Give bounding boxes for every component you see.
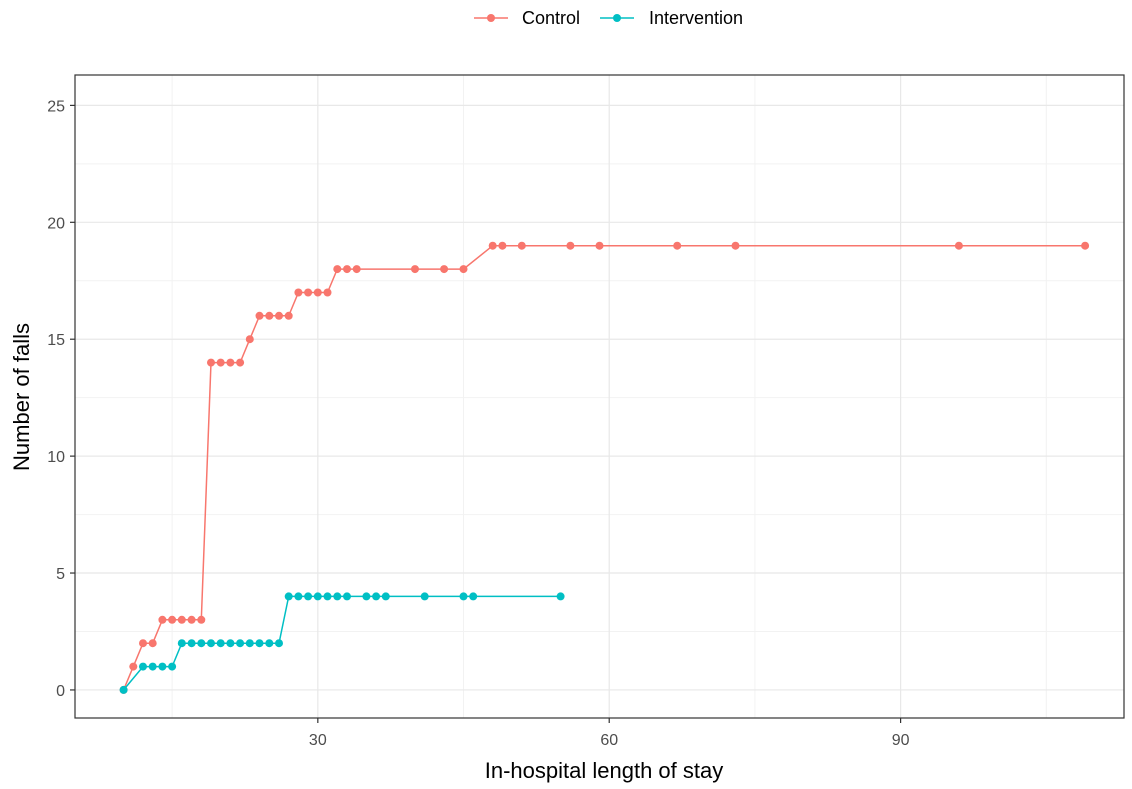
y-axis-title: Number of falls xyxy=(9,323,34,471)
data-point-control xyxy=(216,358,225,367)
data-point-intervention xyxy=(216,639,225,648)
data-point-intervention xyxy=(420,592,429,601)
data-point-intervention xyxy=(362,592,371,601)
data-point-control xyxy=(352,265,361,274)
data-point-intervention xyxy=(119,685,128,694)
data-point-intervention xyxy=(333,592,342,601)
data-point-control xyxy=(323,288,332,297)
x-tick-label: 60 xyxy=(600,732,618,749)
data-point-control xyxy=(187,615,196,624)
x-axis-title: In-hospital length of stay xyxy=(485,758,723,783)
data-point-intervention xyxy=(207,639,215,648)
data-point-control xyxy=(304,288,313,297)
data-point-control xyxy=(566,241,575,250)
legend-item-control: Control xyxy=(474,8,580,28)
data-point-control xyxy=(197,615,206,624)
data-point-control xyxy=(517,241,526,250)
data-point-control xyxy=(411,265,419,274)
y-tick-label: 20 xyxy=(47,215,65,232)
legend-key-control-point xyxy=(487,14,495,22)
data-point-intervention xyxy=(343,592,351,601)
data-point-intervention xyxy=(265,639,274,648)
data-point-control xyxy=(226,358,235,367)
data-point-control xyxy=(139,639,147,648)
data-point-intervention xyxy=(177,639,186,648)
data-point-control xyxy=(731,241,740,250)
x-axis: 30 60 90 xyxy=(309,718,910,749)
data-point-control xyxy=(313,288,322,297)
data-point-intervention xyxy=(469,592,478,601)
y-tick-label: 25 xyxy=(47,98,65,115)
data-point-intervention xyxy=(284,592,293,601)
data-point-control xyxy=(440,265,449,274)
data-point-intervention xyxy=(255,639,264,648)
y-tick-label: 15 xyxy=(47,332,65,349)
data-point-intervention xyxy=(294,592,303,601)
data-point-intervention xyxy=(158,662,167,671)
data-point-control xyxy=(343,265,351,274)
legend-item-intervention: Intervention xyxy=(600,8,743,28)
major-gridlines xyxy=(75,75,1124,718)
data-point-intervention xyxy=(187,639,196,648)
data-point-control xyxy=(207,358,215,367)
data-point-control xyxy=(177,615,186,624)
data-point-intervention xyxy=(275,639,283,648)
minor-gridlines xyxy=(75,75,1124,718)
x-tick-label: 30 xyxy=(309,732,327,749)
data-point-intervention xyxy=(556,592,565,601)
data-point-intervention xyxy=(236,639,245,648)
legend-key-intervention-point xyxy=(613,14,621,22)
y-tick-label: 0 xyxy=(56,683,65,700)
data-point-control xyxy=(595,241,604,250)
data-point-intervention xyxy=(197,639,206,648)
legend: Control Intervention xyxy=(474,8,743,28)
series-control xyxy=(119,241,1090,694)
data-point-control xyxy=(245,335,254,344)
data-point-intervention xyxy=(459,592,468,601)
data-point-control xyxy=(129,662,138,671)
data-point-control xyxy=(673,241,682,250)
data-point-intervention xyxy=(226,639,235,648)
data-point-intervention xyxy=(168,662,177,671)
data-point-intervention xyxy=(304,592,313,601)
data-point-control xyxy=(294,288,303,297)
data-point-control xyxy=(488,241,497,250)
data-point-control xyxy=(333,265,342,274)
plot-area xyxy=(74,74,1125,719)
data-point-intervention xyxy=(313,592,322,601)
data-point-intervention xyxy=(323,592,332,601)
data-point-control xyxy=(459,265,468,274)
data-point-control xyxy=(255,311,264,320)
data-point-intervention xyxy=(245,639,254,648)
y-tick-label: 10 xyxy=(47,449,65,466)
x-tick-label: 90 xyxy=(892,732,910,749)
data-point-control xyxy=(498,241,507,250)
data-point-control xyxy=(148,639,157,648)
data-point-control xyxy=(158,615,167,624)
legend-label-control: Control xyxy=(522,8,580,28)
data-point-intervention xyxy=(372,592,381,601)
y-axis: 0 5 10 15 20 25 xyxy=(47,98,75,700)
panel-border xyxy=(74,74,1125,719)
series-layer xyxy=(119,241,1090,694)
data-point-control xyxy=(236,358,245,367)
data-point-control xyxy=(265,311,274,320)
data-point-control xyxy=(168,615,177,624)
data-point-control xyxy=(275,311,283,320)
data-point-control xyxy=(1081,241,1090,250)
series-intervention xyxy=(119,592,565,694)
data-point-intervention xyxy=(139,662,147,671)
data-point-control xyxy=(284,311,293,320)
data-point-intervention xyxy=(381,592,390,601)
data-point-intervention xyxy=(148,662,157,671)
data-point-control xyxy=(954,241,963,250)
y-tick-label: 5 xyxy=(56,566,65,583)
legend-label-intervention: Intervention xyxy=(649,8,743,28)
